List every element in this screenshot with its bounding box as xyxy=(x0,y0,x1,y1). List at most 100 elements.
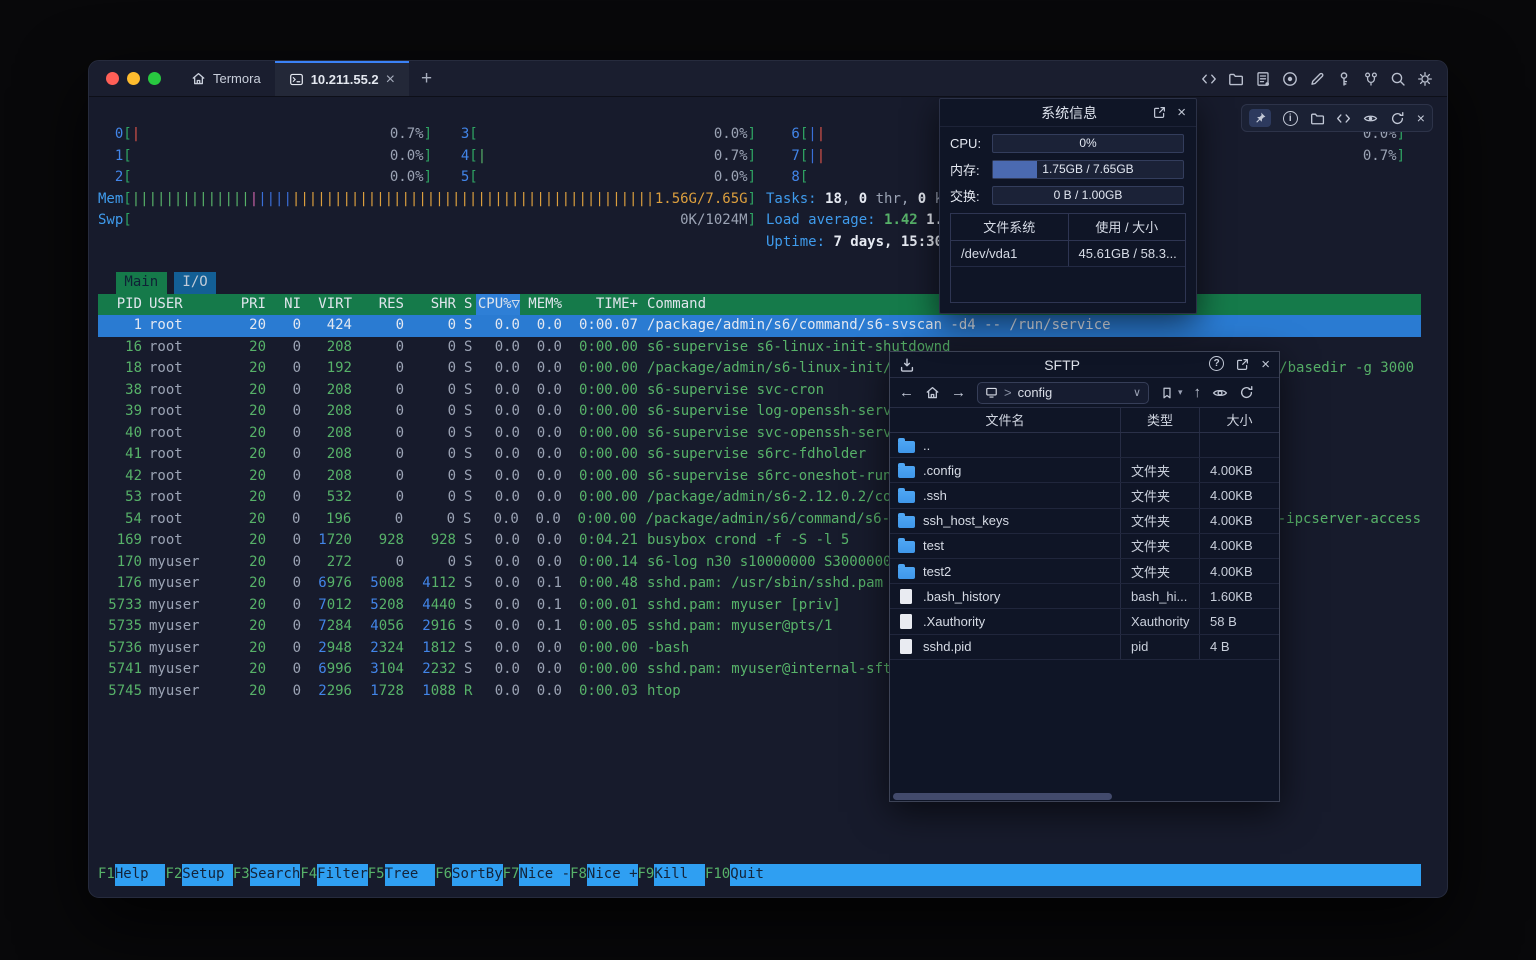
record-icon[interactable] xyxy=(1282,71,1298,87)
column-header-pri[interactable]: PRI xyxy=(240,295,266,312)
file-row[interactable]: .config 文件夹 4.00KB xyxy=(890,458,1279,484)
process-row-pid-169[interactable]: 169 root 20 0 1720 928 928 S 0.0 0.0 0:04.21 busybo… xyxy=(116,532,850,548)
horizontal-scrollbar[interactable] xyxy=(893,793,1112,800)
open-in-window-icon[interactable] xyxy=(1152,104,1167,121)
settings-gear-icon[interactable] xyxy=(1417,71,1433,87)
file-row[interactable]: .Xauthority Xauthority 58 B xyxy=(890,609,1279,635)
folder-icon[interactable] xyxy=(1310,111,1325,126)
search-icon[interactable] xyxy=(1390,71,1406,87)
refresh-icon[interactable] xyxy=(1390,111,1405,126)
column-header-command[interactable]: Command xyxy=(647,295,707,312)
fnkey-F4-button[interactable]: Filter xyxy=(317,864,368,886)
file-row[interactable]: .bash_history bash_hi... 1.60KB xyxy=(890,584,1279,610)
size-column-header[interactable]: 大小 xyxy=(1226,413,1253,428)
pin-icon[interactable] xyxy=(1249,109,1271,127)
file-row[interactable]: test2 文件夹 4.00KB xyxy=(890,558,1279,585)
file-row[interactable]: ssh_host_keys 文件夹 4.00KB xyxy=(890,508,1279,534)
file-row[interactable]: .ssh 文件夹 4.00KB xyxy=(890,483,1279,509)
cpu-label: CPU: xyxy=(950,135,982,151)
process-row-pid-16[interactable]: 16 root 20 0 208 0 0 S 0.0 0.0 0:00.00 s6-supervise… xyxy=(125,338,951,355)
process-row-pid-40[interactable]: 40 root 20 0 208 0 0 S 0.0 0.0 0:00.00 s6-supervise… xyxy=(125,424,909,441)
process-row-pid-5733[interactable]: 5733 myuser 20 0 7012 5208 4440 S 0.0 0.1 0:00.01 s… xyxy=(108,596,841,613)
process-row-pid-39[interactable]: 39 root 20 0 208 0 0 S 0.0 0.0 0:00.00 s6-supervise… xyxy=(125,403,909,419)
close-icon[interactable]: × xyxy=(1416,110,1425,126)
htop-tab-main[interactable]: Main xyxy=(116,272,167,294)
process-row-pid-41[interactable]: 41 root 20 0 208 0 0 S 0.0 0.0 0:00.00 s6-supervise… xyxy=(125,446,867,462)
key-icon[interactable] xyxy=(1336,71,1352,87)
close-button[interactable] xyxy=(106,72,119,85)
column-header-time[interactable]: TIME+ xyxy=(595,295,638,312)
process-row-pid-38[interactable]: 38 root 20 0 208 0 0 S 0.0 0.0 0:00.00 s6-supervise… xyxy=(125,381,825,398)
fnkey-F10-button[interactable]: Quit xyxy=(730,864,1421,886)
column-header-user[interactable]: USER xyxy=(149,295,183,312)
eye-icon[interactable] xyxy=(1363,111,1378,126)
process-row-pid-5735[interactable]: 5735 myuser 20 0 7284 4056 2916 S 0.0 0.1 0:00.05 s… xyxy=(108,618,833,634)
filename-column-header[interactable]: 文件名 xyxy=(890,408,1121,432)
keychain-icon[interactable] xyxy=(1363,71,1379,87)
open-in-window-icon[interactable] xyxy=(1235,356,1250,373)
tab-home[interactable]: Termora xyxy=(177,61,275,96)
fnkey-F5-button[interactable]: Tree xyxy=(384,864,436,886)
fnkey-F8-button[interactable]: Nice + xyxy=(586,864,638,886)
process-row-pid-1[interactable]: 1 root 20 0 424 0 0 S 0.0 0.0 0:00.07/package/admi… xyxy=(98,315,1421,337)
cpu-meter-0: 0[| 0.7%] xyxy=(98,126,432,142)
log-icon[interactable] xyxy=(1255,71,1271,87)
folder-icon[interactable] xyxy=(1228,71,1244,87)
home-icon[interactable] xyxy=(925,385,940,400)
path-breadcrumb[interactable]: > config ∨ xyxy=(977,381,1149,404)
help-icon[interactable]: ? xyxy=(1209,356,1225,371)
fnkey-F2-button[interactable]: Setup xyxy=(182,864,233,886)
chevron-down-icon[interactable]: ∨ xyxy=(1132,387,1141,399)
computer-icon xyxy=(985,386,998,399)
bookmark-icon[interactable] xyxy=(1160,386,1174,400)
fnkey-F7-button[interactable]: Nice - xyxy=(519,864,571,886)
forward-icon[interactable]: → xyxy=(951,384,966,401)
info-icon[interactable]: i xyxy=(1282,110,1298,126)
download-icon[interactable] xyxy=(899,357,915,373)
process-row-pid-5741[interactable]: 5741 myuser 20 0 6996 3104 2232 S 0.0 0.0 0:00.00 s… xyxy=(108,661,900,677)
file-table: 文件名 类型 大小 .. .config 文件夹 4.00KB .ssh 文件夹 4.00K… xyxy=(890,408,1279,660)
process-row-pid-5745[interactable]: 5745 myuser 20 0 2296 1728 1088 R 0.0 0.0 0:00.03 h… xyxy=(108,682,681,699)
close-icon[interactable]: × xyxy=(1261,356,1270,373)
close-icon[interactable]: × xyxy=(1177,104,1186,121)
file-row[interactable]: sshd.pid pid 4 B xyxy=(890,634,1279,660)
tab-active-session[interactable]: 10.211.55.2 × xyxy=(274,61,409,96)
file-row[interactable]: test 文件夹 4.00KB xyxy=(890,533,1279,559)
swap-label: 交换: xyxy=(950,188,980,204)
fs-table-row[interactable]: /dev/vda1 45.61GB / 58.3... xyxy=(951,241,1185,267)
htop-tab-io[interactable]: I/O xyxy=(174,272,217,294)
column-header-cpu[interactable]: CPU%▽ xyxy=(476,293,520,315)
process-row-pid-42[interactable]: 42 root 20 0 208 0 0 S 0.0 0.0 0:00.00 s6-supervise… xyxy=(125,467,917,484)
edit-icon[interactable] xyxy=(1309,71,1325,87)
process-row-pid-5736[interactable]: 5736 myuser 20 0 2948 2324 1812 S 0.0 0.0 0:00.00-… xyxy=(108,639,690,656)
type-column-header[interactable]: 类型 xyxy=(1121,408,1200,432)
column-header-shr[interactable]: SHR xyxy=(430,295,456,312)
fnkey-F9-button[interactable]: Kill xyxy=(654,864,705,886)
fnkey-F1-button[interactable]: Help xyxy=(114,864,166,886)
refresh-icon[interactable] xyxy=(1239,385,1254,400)
column-header-s[interactable]: S xyxy=(464,295,473,312)
close-tab-icon[interactable]: × xyxy=(385,70,395,88)
new-tab-button[interactable]: + xyxy=(421,68,433,89)
cpu-meter-2: 2[0.0%] xyxy=(98,169,432,185)
fnkey-F3-button[interactable]: Search xyxy=(249,864,301,886)
maximize-button[interactable] xyxy=(148,72,161,85)
column-header-mem[interactable]: MEM% xyxy=(528,295,562,312)
show-hidden-eye-icon[interactable] xyxy=(1212,385,1228,401)
file-icon xyxy=(900,639,912,655)
column-header-res[interactable]: RES xyxy=(378,295,404,312)
folder-icon xyxy=(898,487,915,503)
upload-icon[interactable]: ↑ xyxy=(1193,384,1202,401)
file-row[interactable]: .. xyxy=(890,433,1279,459)
back-icon[interactable]: ← xyxy=(899,384,914,401)
column-header-virt[interactable]: VIRT xyxy=(318,295,352,312)
filesystem-table-header: 文件系统 使用 / 大小 xyxy=(951,214,1185,241)
sftp-title: SFTP xyxy=(1044,356,1080,373)
bookmark-dropdown-icon[interactable]: ▾ xyxy=(1178,387,1183,397)
column-header-ni[interactable]: NI xyxy=(284,295,301,312)
code-icon[interactable] xyxy=(1201,71,1217,87)
code-icon[interactable] xyxy=(1336,111,1351,126)
minimize-button[interactable] xyxy=(127,72,140,85)
column-header-pid[interactable]: PID xyxy=(116,295,142,312)
fnkey-F6-button[interactable]: SortBy xyxy=(452,864,503,886)
